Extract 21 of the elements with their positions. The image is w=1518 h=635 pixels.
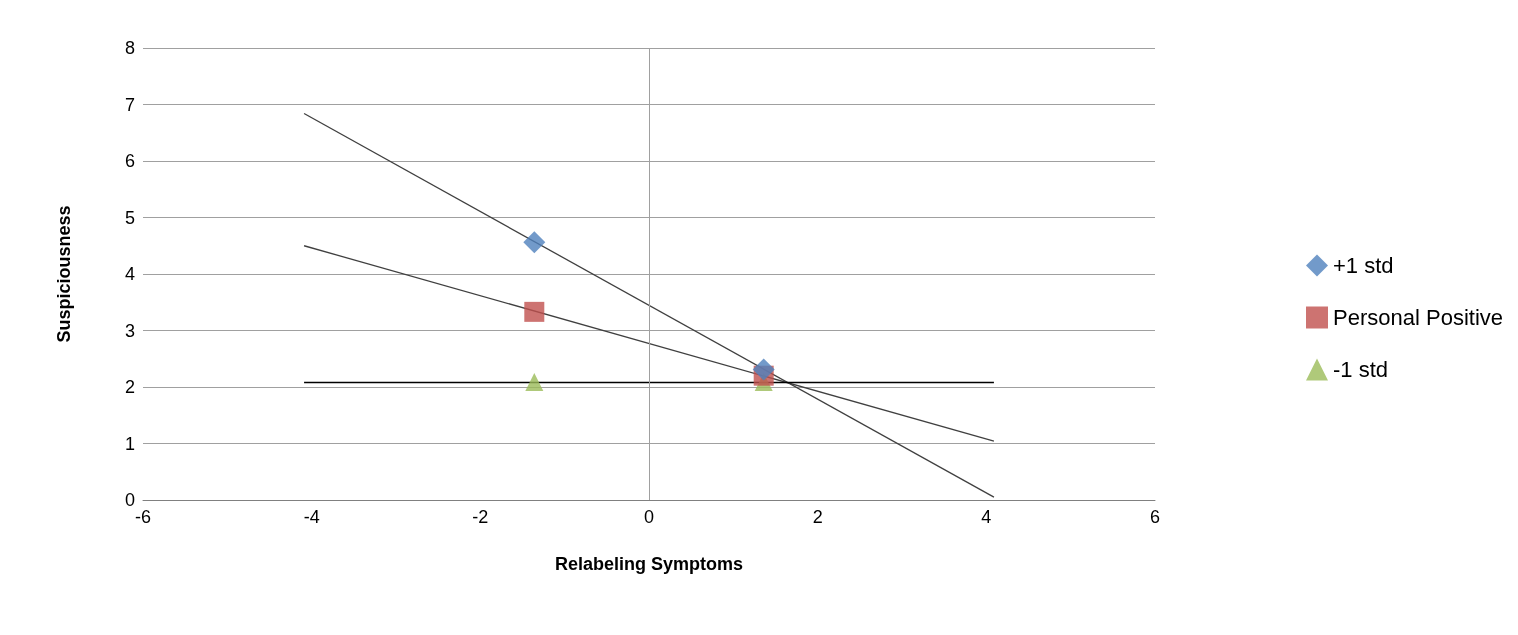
y-tick-label: 1 [124, 433, 135, 454]
y-tick-label: 2 [124, 377, 135, 397]
y-tick-label: 7 [124, 94, 135, 115]
x-tick-label: 6 [1149, 507, 1161, 527]
x-tick-label: -4 [303, 507, 320, 527]
y-tick-label: 0 [124, 490, 135, 510]
x-tick-label: -6 [134, 507, 152, 527]
x-tick-label: 2 [812, 507, 823, 527]
legend-label: +1 std [1333, 253, 1394, 278]
x-tick-label: 0 [643, 507, 655, 527]
y-axis-title: Suspiciousness [54, 205, 74, 343]
legend-label: Personal Positive [1333, 305, 1504, 330]
y-tick-label: 4 [124, 264, 135, 284]
x-tick-label: 4 [981, 507, 992, 527]
legend-label: -1 std [1333, 357, 1389, 382]
y-tick-label: 6 [124, 151, 135, 171]
x-axis-title: Relabeling Symptoms [554, 554, 744, 574]
y-tick-label: 8 [124, 38, 135, 58]
y-tick-label: 3 [124, 320, 135, 341]
y-tick-label: 5 [124, 207, 135, 228]
x-tick-label: -2 [472, 507, 489, 527]
